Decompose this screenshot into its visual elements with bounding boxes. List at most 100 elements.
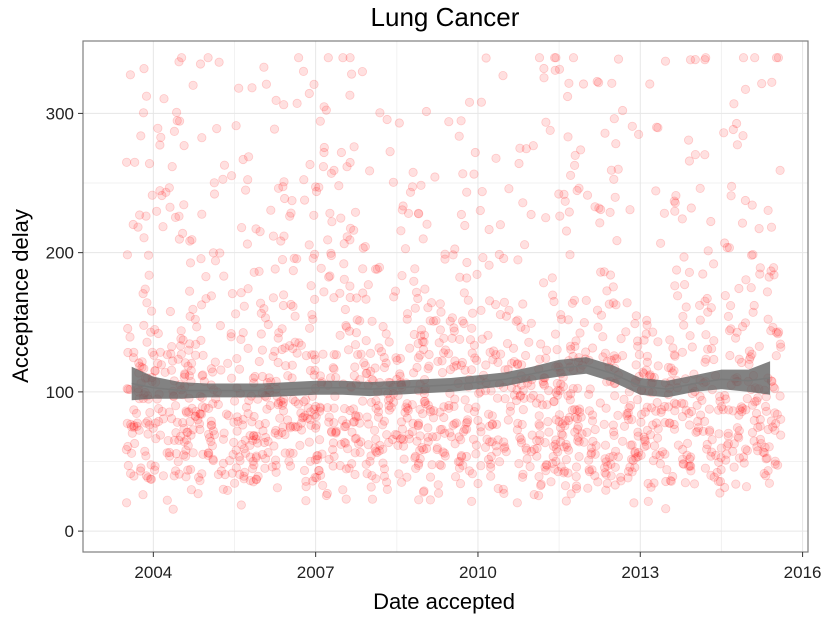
scatter-point	[148, 423, 158, 433]
scatter-point	[552, 378, 562, 389]
scatter-point	[310, 354, 321, 365]
scatter-point	[671, 265, 682, 275]
scatter-point	[491, 350, 501, 360]
scatter-point	[686, 452, 696, 462]
scatter-point	[290, 396, 300, 407]
scatter-point	[345, 53, 355, 63]
scatter-point	[673, 440, 684, 450]
scatter-point	[544, 385, 554, 396]
scatter-point	[398, 201, 408, 211]
scatter-point	[279, 193, 290, 204]
scatter-point	[536, 339, 546, 349]
scatter-point	[601, 403, 611, 413]
scatter-point	[341, 494, 351, 504]
scatter-point	[243, 343, 253, 353]
scatter-point	[541, 117, 551, 127]
scatter-point	[469, 406, 479, 417]
scatter-point	[554, 189, 564, 199]
scatter-point	[347, 459, 357, 469]
scatter-point	[351, 328, 361, 338]
scatter-point	[541, 459, 552, 470]
scatter-point	[499, 297, 509, 307]
scatter-point	[138, 108, 149, 118]
scatter-point	[747, 427, 758, 438]
scatter-point	[334, 181, 344, 191]
scatter-point	[639, 335, 649, 345]
scatter-point	[315, 116, 325, 126]
scatter-point	[643, 496, 653, 506]
scatter-point	[263, 436, 273, 446]
scatter-point	[126, 468, 136, 479]
scatter-point	[636, 450, 646, 460]
scatter-point	[129, 420, 139, 431]
scatter-point	[561, 226, 572, 236]
scatter-point	[161, 187, 171, 197]
scatter-point	[172, 417, 182, 427]
scatter-point	[651, 122, 662, 132]
scatter-point	[143, 473, 153, 483]
scatter-point	[517, 419, 527, 430]
scatter-point	[491, 441, 501, 451]
scatter-point	[257, 371, 268, 382]
scatter-point	[184, 345, 194, 355]
scatter-point	[501, 311, 511, 321]
scatter-point	[203, 53, 213, 63]
scatter-point	[548, 441, 559, 451]
scatter-point	[360, 242, 370, 252]
smooth-fit	[131, 357, 771, 401]
scatter-point	[633, 427, 643, 437]
scatter-point	[655, 459, 666, 469]
scatter-point	[500, 394, 510, 404]
scatter-point	[593, 78, 604, 88]
y-tick-label: 100	[46, 383, 74, 402]
scatter-point	[488, 346, 499, 356]
scatter-point	[444, 117, 454, 127]
scatter-point	[665, 335, 675, 345]
scatter-point	[563, 391, 573, 401]
scatter-point	[608, 298, 619, 308]
scatter-point	[606, 471, 616, 481]
scatter-point	[737, 218, 748, 228]
scatter-point	[231, 463, 241, 473]
scatter-point	[181, 445, 191, 455]
scatter-point	[143, 416, 153, 426]
scatter-point	[318, 480, 328, 490]
scatter-point	[279, 231, 289, 241]
scatter-point	[509, 356, 519, 367]
scatter-point	[552, 390, 563, 400]
scatter-point	[126, 419, 136, 429]
scatter-point	[197, 133, 207, 143]
scatter-point	[251, 453, 261, 463]
scatter-point	[165, 451, 175, 461]
scatter-point	[415, 350, 425, 360]
scatter-point	[284, 456, 294, 466]
scatter-point	[700, 357, 710, 367]
scatter-point	[176, 349, 186, 359]
scatter-point	[372, 447, 382, 458]
scatter-point	[615, 472, 626, 482]
scatter-point	[198, 370, 208, 380]
scatter-point	[512, 385, 522, 395]
scatter-point	[413, 339, 423, 349]
scatter-point	[172, 107, 182, 118]
scatter-point	[503, 415, 513, 425]
scatter-point	[195, 476, 205, 486]
scatter-point	[307, 350, 317, 360]
scatter-point	[560, 415, 571, 426]
scatter-point	[361, 368, 371, 379]
scatter-point	[633, 129, 644, 139]
scatter-point	[575, 407, 585, 417]
scatter-point	[494, 249, 504, 260]
scatter-point	[186, 464, 196, 474]
scatter-point	[560, 421, 570, 431]
scatter-point	[651, 406, 661, 416]
scatter-point	[231, 121, 241, 131]
scatter-point	[467, 308, 478, 318]
scatter-point	[572, 185, 582, 196]
scatter-point	[244, 395, 254, 406]
scatter-point	[185, 416, 195, 427]
scatter-point	[692, 400, 702, 410]
scatter-point	[665, 418, 675, 428]
scatter-point	[361, 459, 371, 469]
scatter-point	[590, 424, 600, 435]
